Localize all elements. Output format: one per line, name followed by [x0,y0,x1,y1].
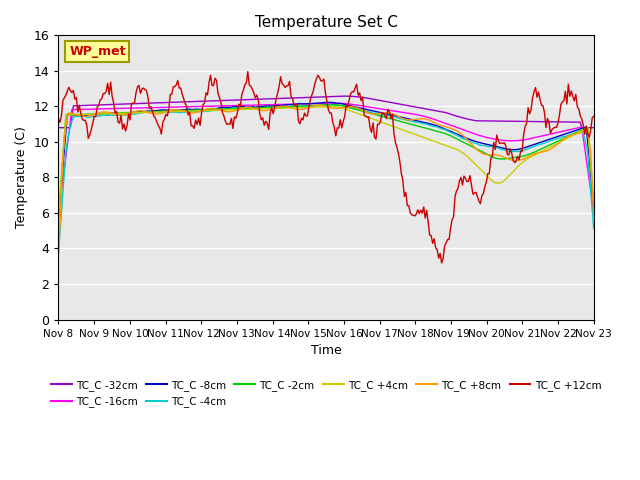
TC_C +8cm [232,108,240,113]
TC_C -4cm [54,249,62,254]
TC_C -8cm [590,204,598,209]
TC_C -32cm [214,98,222,104]
TC_C +12cm [438,260,445,266]
TC_C -32cm [590,125,598,131]
TC_C -4cm [590,226,598,231]
Y-axis label: Temperature (C): Temperature (C) [15,127,28,228]
TC_C -8cm [561,131,569,137]
TC_C +8cm [120,112,128,118]
TC_C -8cm [289,101,296,107]
TC_C -16cm [590,209,598,215]
TC_C -16cm [120,106,128,111]
TC_C -16cm [54,212,62,217]
TC_C +8cm [561,135,569,141]
TC_C -16cm [561,128,569,133]
X-axis label: Time: Time [310,344,342,357]
TC_C -2cm [329,102,337,108]
Text: WP_met: WP_met [69,45,125,58]
TC_C -16cm [329,100,337,106]
TC_C -8cm [241,104,249,110]
TC_C +12cm [232,115,240,121]
TC_C -8cm [232,104,240,109]
TC_C -32cm [54,125,62,131]
TC_C -4cm [321,102,329,108]
TC_C -2cm [54,215,62,220]
TC_C -4cm [214,108,222,113]
Line: TC_C -8cm: TC_C -8cm [58,102,594,217]
TC_C +4cm [328,104,335,109]
TC_C +8cm [54,252,62,258]
TC_C +4cm [54,215,62,220]
TC_C +12cm [563,101,571,107]
TC_C +8cm [214,107,222,112]
Title: Temperature Set C: Temperature Set C [255,15,397,30]
TC_C +8cm [590,213,598,218]
Line: TC_C +8cm: TC_C +8cm [58,105,594,255]
Line: TC_C -16cm: TC_C -16cm [58,103,594,215]
TC_C -32cm [561,119,569,125]
TC_C -16cm [214,103,222,109]
Legend: TC_C -32cm, TC_C -16cm, TC_C -8cm, TC_C -4cm, TC_C -2cm, TC_C +4cm, TC_C +8cm, T: TC_C -32cm, TC_C -16cm, TC_C -8cm, TC_C … [47,376,605,411]
Line: TC_C +4cm: TC_C +4cm [58,107,594,217]
TC_C +12cm [241,82,249,88]
TC_C +12cm [214,91,222,96]
TC_C +4cm [241,107,249,112]
TC_C +12cm [54,116,62,121]
TC_C +4cm [561,136,569,142]
TC_C +4cm [590,201,598,206]
TC_C -8cm [120,110,128,116]
TC_C -2cm [289,103,296,109]
TC_C -32cm [241,97,249,103]
TC_C +8cm [289,106,296,111]
TC_C +12cm [290,102,298,108]
TC_C -2cm [561,135,569,141]
TC_C +12cm [590,113,598,119]
TC_C -32cm [120,101,128,107]
TC_C -4cm [241,107,249,112]
TC_C -8cm [324,99,332,105]
Line: TC_C -2cm: TC_C -2cm [58,105,594,217]
TC_C +4cm [214,108,222,113]
TC_C -16cm [241,102,249,108]
TC_C -2cm [232,106,240,111]
TC_C +4cm [232,107,240,112]
TC_C -16cm [289,101,296,107]
TC_C -2cm [214,106,222,112]
TC_C -32cm [232,97,240,103]
Line: TC_C -4cm: TC_C -4cm [58,105,594,252]
TC_C -4cm [289,104,296,109]
TC_C -16cm [232,103,240,108]
TC_C -32cm [289,95,296,101]
TC_C -8cm [54,214,62,220]
TC_C -4cm [232,105,240,111]
Line: TC_C +12cm: TC_C +12cm [58,72,594,263]
TC_C -2cm [120,110,128,116]
TC_C +4cm [289,105,296,111]
TC_C -2cm [590,201,598,206]
TC_C -32cm [341,93,349,99]
TC_C -8cm [214,106,222,111]
TC_C +12cm [120,121,128,127]
TC_C -4cm [120,112,128,118]
TC_C +4cm [120,110,128,116]
TC_C -2cm [241,105,249,111]
TC_C +8cm [241,105,249,110]
Line: TC_C -32cm: TC_C -32cm [58,96,594,128]
TC_C +8cm [314,102,322,108]
TC_C +12cm [244,69,252,74]
TC_C -4cm [561,133,569,139]
